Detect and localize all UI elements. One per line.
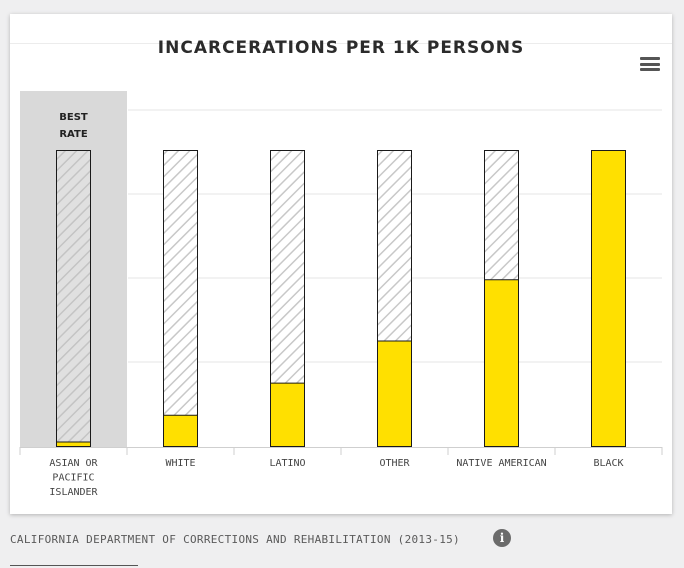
hamburger-menu-icon[interactable] [640,57,660,73]
source-note: CALIFORNIA DEPARTMENT OF CORRECTIONS AND… [10,533,460,546]
category-label-0-1: PACIFIC [52,473,94,484]
bar-outline-2 [270,150,305,447]
bar-outline-4 [484,150,519,447]
highlight-label-0: BEST [59,112,88,123]
bar-2 [270,383,305,447]
category-label-2-0: LATINO [269,458,305,469]
bar-outline-3 [377,150,412,447]
bar-outline-0 [56,150,91,447]
category-label-3-0: OTHER [379,458,410,469]
category-label-5-0: BLACK [593,458,623,469]
card-divider [10,43,672,44]
category-label-0-2: ISLANDER [49,487,98,498]
bar-3 [377,340,412,447]
bar-track-0 [56,150,91,447]
source-underline [10,565,138,566]
highlight-label-1: RATE [59,129,87,140]
category-label-1-0: WHITE [165,458,195,469]
bar-1 [163,415,198,447]
bar-track-1 [163,150,198,447]
bar-outline-5 [591,150,626,447]
bar-4 [484,279,519,447]
info-icon[interactable]: i [493,529,511,547]
bar-outline-1 [163,150,198,447]
bar-0 [56,441,91,447]
category-label-4-0: NATIVE AMERICAN [456,458,546,469]
chart-title: INCARCERATIONS PER 1K PERSONS [157,38,525,58]
category-label-0-0: ASIAN OR [49,458,98,469]
bar-5 [591,150,626,447]
